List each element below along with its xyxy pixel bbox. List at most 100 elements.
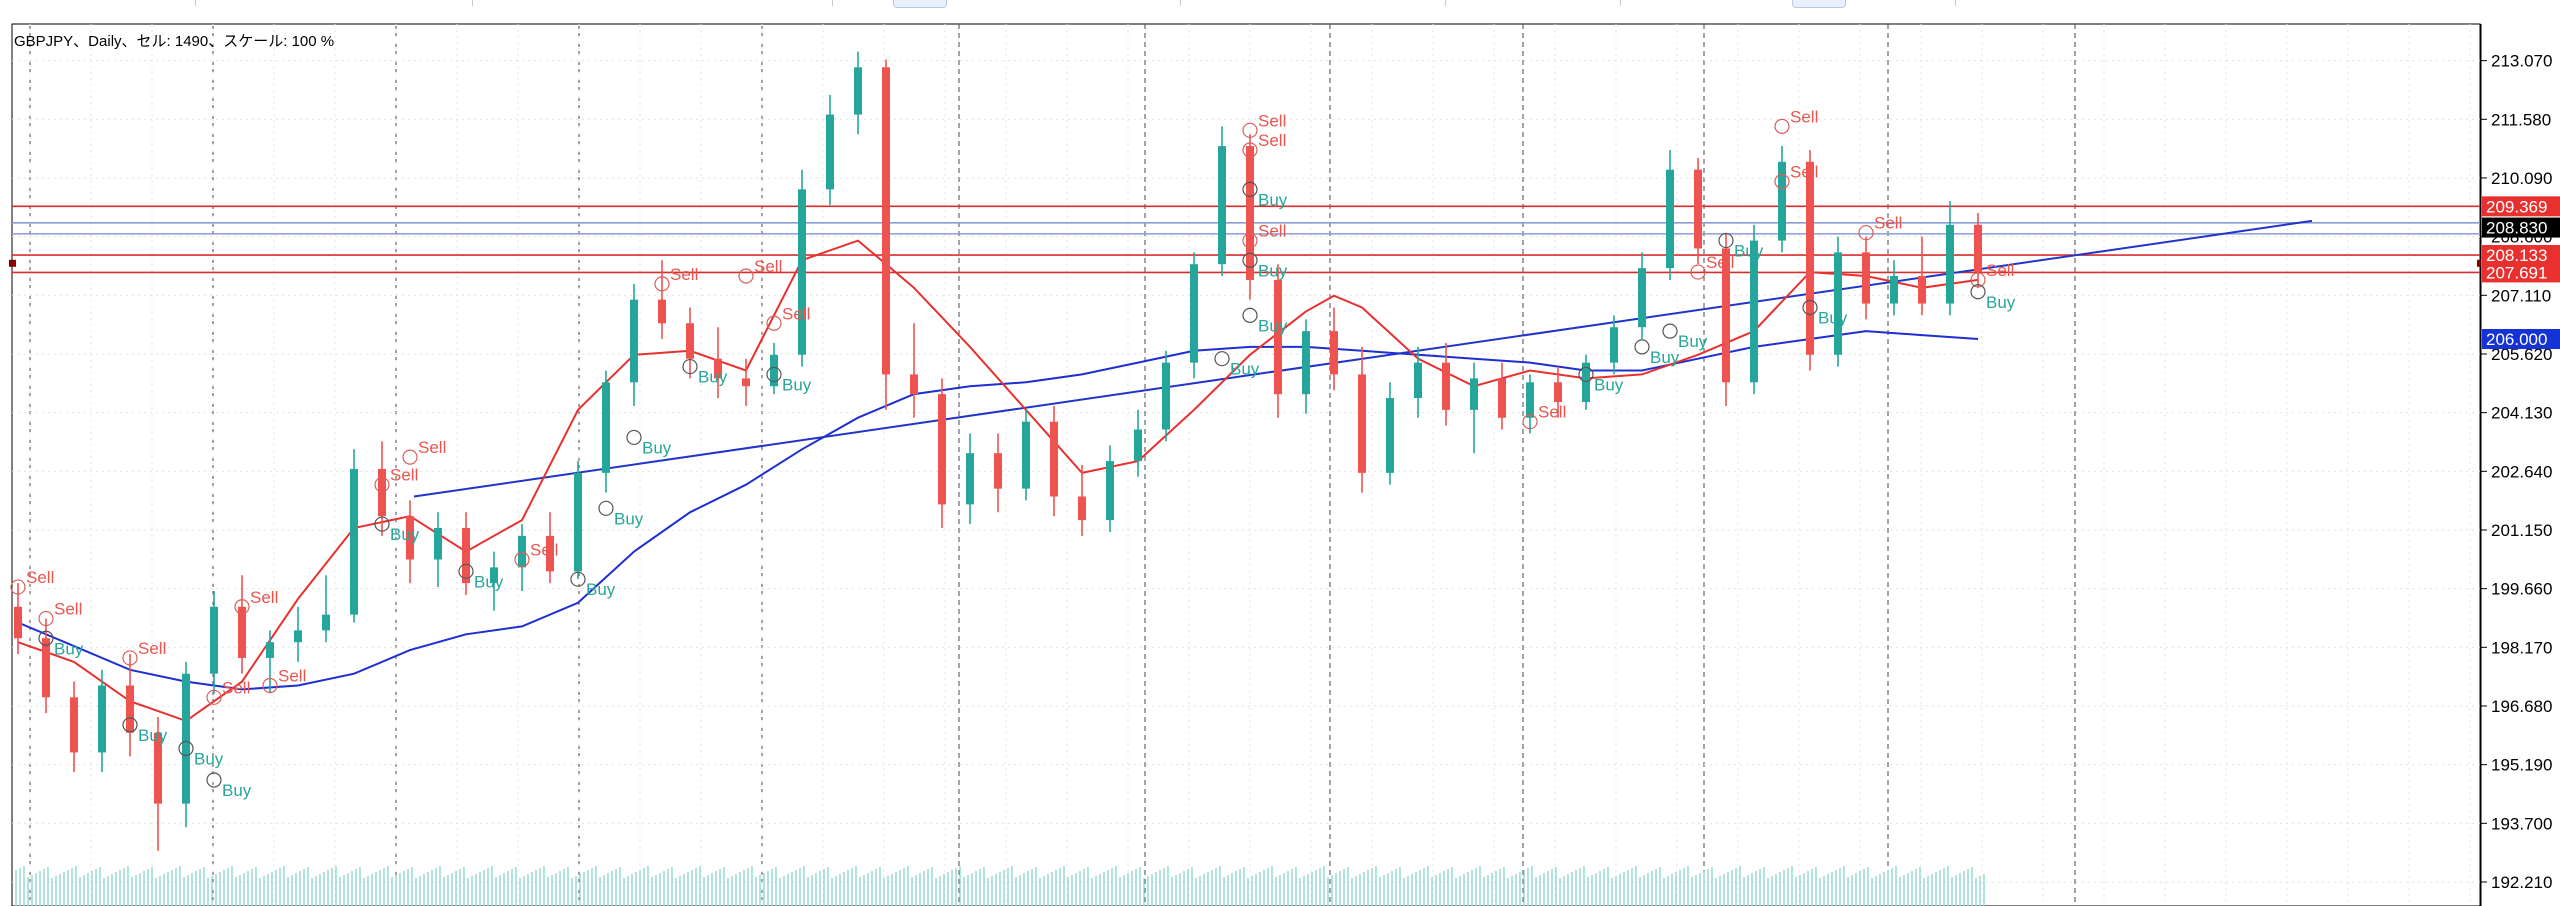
candle-body	[1078, 496, 1086, 521]
candle-body	[350, 468, 358, 615]
signal-text: Sell	[250, 588, 278, 607]
signal-circle	[374, 477, 390, 493]
signal-text: Sell	[1790, 163, 1818, 182]
price-label-text: 207.691	[2486, 263, 2547, 282]
candle-body	[714, 358, 722, 379]
axis-tick-label: 201.150	[2491, 521, 2552, 540]
candle-body	[994, 453, 1002, 489]
signal-text: Buy	[1818, 309, 1848, 328]
signal-text: Sell	[1258, 131, 1286, 150]
signal-text: Buy	[1258, 190, 1288, 209]
signal-text: Sell	[1538, 403, 1566, 422]
candle-body	[126, 685, 134, 733]
candle-body	[826, 114, 834, 190]
axis-tick-label: 195.190	[2491, 756, 2552, 775]
candle-body	[742, 378, 750, 387]
candle-body	[1666, 169, 1674, 269]
signal-text: Buy	[1258, 316, 1288, 335]
toolbar-button[interactable]	[1792, 0, 1846, 8]
candle-body	[1330, 331, 1338, 375]
candle-body	[1358, 374, 1366, 473]
candle-body	[1526, 382, 1534, 418]
candle-body	[1554, 382, 1562, 402]
signal-circle	[1690, 264, 1706, 280]
signal-circle	[1522, 414, 1538, 430]
candle-body	[1498, 378, 1506, 418]
signal-circle	[206, 689, 222, 705]
signal-text: Buy	[390, 525, 420, 544]
signal-text: Buy	[194, 750, 224, 769]
signal-text: Sell	[418, 438, 446, 457]
axis-tick-label: 198.170	[2491, 638, 2552, 657]
toolbar-separator	[1955, 0, 1956, 6]
signal-circle	[122, 650, 138, 666]
price-label-box	[2482, 196, 2560, 217]
signal-circle	[1242, 142, 1258, 158]
toolbar-button[interactable]	[893, 0, 947, 8]
signal-circle	[458, 563, 474, 579]
candle-body	[1582, 362, 1590, 402]
signal-text: Sell	[1258, 111, 1286, 130]
candle-body	[266, 642, 274, 658]
price-label-box	[2482, 262, 2560, 283]
candle-body	[1470, 378, 1478, 410]
candle-body	[574, 472, 582, 572]
level-marker	[9, 259, 16, 267]
signal-circle	[1774, 173, 1790, 190]
candle-body	[70, 697, 78, 753]
signal-circle	[1970, 272, 1986, 288]
signal-text: Buy	[54, 639, 84, 658]
ma-slow-line	[17, 330, 1979, 691]
candle-body	[1750, 240, 1758, 383]
price-label-text: 206.000	[2486, 330, 2547, 349]
candle-body	[1274, 279, 1282, 395]
candle-body	[322, 614, 330, 631]
signal-text: Sell	[530, 541, 558, 560]
signal-text: Buy	[1258, 261, 1288, 280]
candle-body	[938, 394, 946, 505]
signal-text: Sell	[26, 568, 54, 587]
signal-text: Buy	[222, 781, 252, 800]
signal-text: Buy	[782, 375, 812, 394]
price-axis: 213.070211.580210.090208.600207.110205.6…	[2480, 14, 2560, 906]
candle-body	[1190, 264, 1198, 363]
signal-circle	[682, 358, 698, 375]
candle-body	[1442, 362, 1450, 410]
axis-tick-label: 193.700	[2491, 814, 2552, 833]
candle-body	[686, 323, 694, 359]
signal-text: Buy	[1678, 332, 1708, 351]
price-label-text: 208.830	[2486, 219, 2547, 238]
candle-body	[182, 673, 190, 804]
toolbar-separator	[1620, 0, 1621, 6]
signal-circle	[1242, 232, 1258, 249]
candle-body	[770, 354, 778, 387]
candle-body	[546, 535, 554, 572]
chart-info-label: GBPJPY、Daily、セル: 1490、スケール: 100 %	[14, 33, 335, 50]
candle-body	[490, 567, 498, 584]
candle-body	[238, 606, 246, 658]
signal-circle	[1242, 122, 1258, 138]
candle-body	[1778, 161, 1786, 241]
candle-body	[1694, 169, 1702, 249]
signal-text: Sell	[54, 600, 82, 619]
candle-body	[14, 606, 22, 639]
candle-body	[518, 535, 526, 568]
signal-text: Buy	[642, 438, 672, 457]
candle-body	[210, 606, 218, 674]
candle-body	[1638, 268, 1646, 328]
signal-text: Buy	[614, 509, 644, 528]
signal-text: Buy	[1986, 293, 2016, 312]
signal-circle	[206, 772, 222, 788]
signal-text: Sell	[782, 304, 810, 323]
price-label-box	[2482, 217, 2560, 238]
candle-body	[910, 374, 918, 395]
toolbar-separator	[472, 0, 473, 6]
axis-tick-label: 210.090	[2491, 169, 2552, 188]
candle-body	[42, 638, 50, 698]
toolbar-strip	[0, 0, 2560, 14]
signal-text: Sell	[1790, 107, 1818, 126]
volume-bars	[15, 866, 1985, 906]
candle-body	[1946, 224, 1954, 304]
candle-body	[1162, 362, 1170, 430]
